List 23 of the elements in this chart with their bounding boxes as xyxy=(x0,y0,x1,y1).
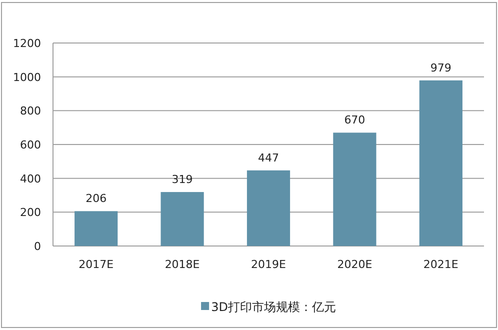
data-label: 670 xyxy=(344,114,366,127)
x-tick-label: 2019E xyxy=(251,258,286,271)
x-tick-label: 2020E xyxy=(337,258,372,271)
x-tick-label: 2018E xyxy=(164,258,200,271)
y-tick-label: 1200 xyxy=(13,37,41,50)
bar xyxy=(74,211,118,246)
y-tick-label: 1000 xyxy=(13,70,41,84)
y-tick-label: 400 xyxy=(20,172,41,186)
data-label: 447 xyxy=(258,151,279,164)
y-tick-label: 600 xyxy=(20,138,41,152)
x-tick-label: 2021E xyxy=(423,258,458,271)
data-label: 319 xyxy=(172,173,193,186)
y-tick-label: 0 xyxy=(34,240,41,253)
bar xyxy=(419,80,462,246)
bar xyxy=(246,170,290,246)
bar xyxy=(333,132,376,246)
data-label: 979 xyxy=(430,61,452,74)
x-tick-label: 2017E xyxy=(78,258,114,271)
legend-label: 3D打印市场规模：亿元 xyxy=(211,300,336,314)
data-label: 206 xyxy=(86,192,107,206)
bar xyxy=(160,192,204,246)
y-tick-label: 200 xyxy=(20,206,41,220)
y-tick-label: 800 xyxy=(20,104,41,118)
